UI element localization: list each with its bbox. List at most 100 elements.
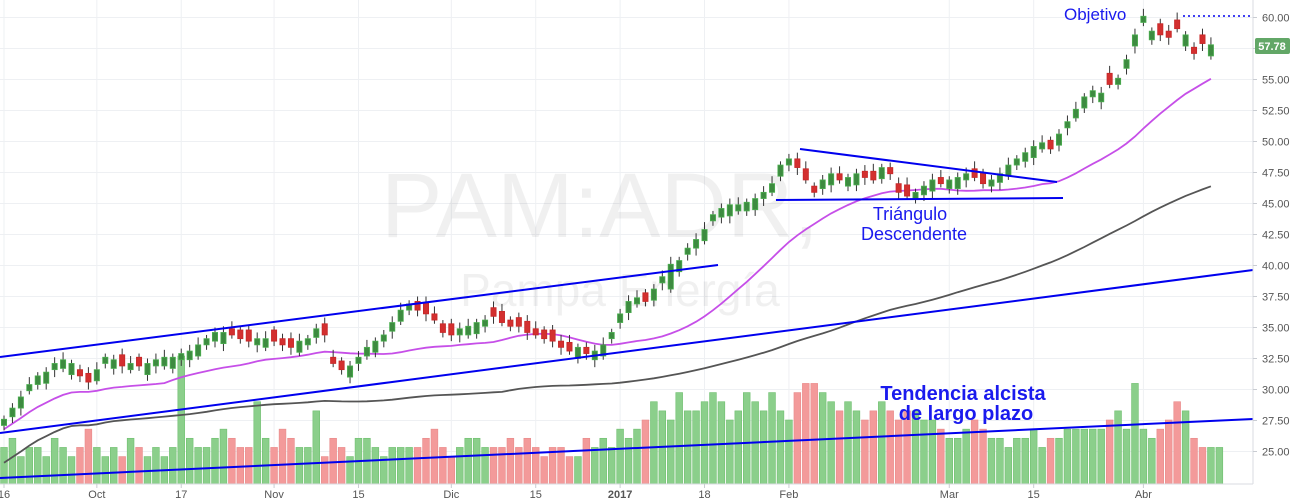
volume-bar: [802, 383, 810, 485]
y-tick-label: 25.00: [1262, 447, 1290, 459]
candle: [431, 306, 438, 324]
volume-bar: [135, 447, 143, 485]
volume-bar: [683, 410, 692, 485]
volume-bar: [405, 447, 413, 485]
candle: [1140, 8, 1147, 27]
volume-bar: [126, 437, 135, 485]
candle: [828, 167, 835, 193]
volume-bar: [709, 392, 717, 485]
candle: [887, 162, 894, 180]
candle: [1013, 155, 1020, 171]
candle: [1174, 12, 1181, 33]
trend-label-line2: de largo plazo: [899, 403, 1033, 425]
candle: [1098, 86, 1105, 110]
candle: [701, 222, 708, 245]
candle: [228, 321, 235, 339]
chart-watermark: PAM:ADR, Pampa Energía: [381, 155, 819, 316]
candle: [127, 356, 134, 374]
y-tick-label: 32.50: [1262, 354, 1290, 366]
candle: [144, 358, 151, 381]
candle: [1106, 65, 1113, 89]
volume-bar: [1190, 437, 1198, 485]
candle: [1165, 24, 1172, 45]
x-tick-label: 15: [530, 489, 542, 501]
volume-bar: [439, 447, 447, 485]
x-tick-label: Dic: [443, 489, 459, 501]
candle: [904, 177, 911, 200]
volume-bar: [565, 456, 574, 485]
volume-bar: [633, 428, 641, 485]
candle: [937, 170, 944, 188]
candle: [802, 161, 809, 184]
volume-bar: [253, 401, 261, 485]
candle: [465, 318, 472, 339]
volume-bar: [979, 428, 987, 485]
candle: [414, 296, 421, 317]
y-tick-label: 37.50: [1262, 292, 1290, 304]
volume-bar: [861, 419, 869, 485]
candle: [617, 308, 624, 329]
candle: [819, 174, 826, 195]
volume-bar: [17, 456, 25, 485]
candle: [43, 367, 50, 390]
candle: [625, 295, 632, 321]
candle: [743, 198, 750, 216]
candle: [68, 359, 75, 380]
volume-bar: [1072, 428, 1080, 485]
candle: [870, 163, 877, 184]
volume-bar: [489, 447, 498, 485]
candle: [85, 367, 92, 390]
candle: [895, 177, 902, 200]
candle: [1191, 42, 1198, 60]
volume-bar: [793, 392, 802, 485]
candle: [920, 181, 927, 202]
volume-bar: [692, 410, 700, 485]
y-tick-label: 50.00: [1262, 137, 1290, 149]
volume-bar: [1055, 437, 1063, 485]
candle: [642, 289, 649, 307]
volume-bar: [312, 410, 320, 485]
y-tick-label: 42.50: [1262, 230, 1290, 242]
x-tick-label: Feb: [779, 489, 798, 501]
watermark-name: Pampa Energía: [460, 264, 780, 316]
volume-bar: [641, 419, 650, 485]
candle: [845, 173, 852, 192]
volume-bar: [1046, 437, 1055, 485]
y-tick-label: 35.00: [1262, 323, 1290, 335]
candle: [1072, 101, 1079, 122]
candle: [1089, 85, 1096, 104]
volume-bar: [76, 447, 84, 485]
y-tick-label: 40.00: [1262, 261, 1290, 273]
x-tick-label: 17: [175, 489, 187, 501]
volume-bar: [759, 410, 768, 485]
volume-bar: [481, 447, 489, 485]
volume-bar: [152, 447, 160, 485]
candle: [507, 316, 514, 332]
volume-bar: [472, 437, 481, 485]
candle: [271, 326, 278, 347]
candle: [262, 331, 269, 352]
candle: [237, 326, 244, 344]
volume-bar: [523, 437, 531, 485]
candle: [372, 337, 379, 358]
x-tick-label: Oct: [88, 489, 105, 501]
candle: [119, 348, 126, 374]
volume-bar: [194, 447, 202, 485]
volume-bar: [954, 437, 962, 485]
candle: [296, 333, 303, 357]
candle: [566, 334, 573, 355]
candle: [1131, 28, 1138, 54]
candle: [330, 349, 337, 368]
moving-averages: [3, 78, 1212, 464]
volume-bar: [835, 410, 844, 485]
candle: [861, 165, 868, 185]
candle: [735, 197, 742, 215]
volume-bar: [67, 456, 76, 485]
x-tick-label: Mar: [940, 489, 959, 501]
candle: [709, 210, 716, 226]
volume-bar: [337, 447, 346, 485]
x-tick-label: Nov: [264, 489, 284, 501]
objetivo-label: Objetivo: [1064, 5, 1126, 24]
triangle-lower-line: [775, 197, 1064, 201]
